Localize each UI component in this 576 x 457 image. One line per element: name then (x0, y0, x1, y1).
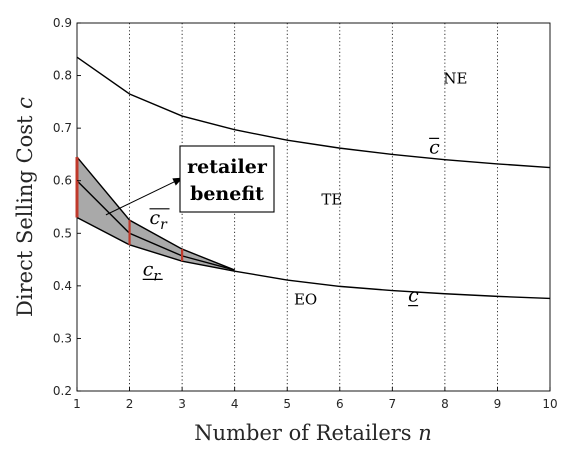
curve-label-c_upper: c (429, 136, 440, 158)
curve-label-text: cr (150, 207, 169, 233)
x-tick-label-8: 8 (441, 397, 449, 411)
y-tick-label-0.4: 0.4 (53, 279, 72, 293)
x-axis-title: Number of Retailers n (194, 421, 432, 445)
curve-label-text: cr (143, 258, 162, 284)
plot-area (76, 22, 551, 392)
y-tick-label-0.2: 0.2 (53, 384, 72, 398)
x-tick-label-3: 3 (178, 397, 186, 411)
x-tick-label-1: 1 (73, 397, 81, 411)
x-tick-label-9: 9 (494, 397, 502, 411)
y-axis-title: Direct Selling Cost c (13, 97, 37, 317)
annotation-arrow (105, 177, 184, 216)
series-line-c_lower (234, 270, 551, 300)
x-tick-label-6: 6 (336, 397, 344, 411)
y-axis-ticks: 0.2 0.3 0.4 0.5 0.6 0.7 0.8 0.9 (53, 16, 81, 398)
series-line-c_upper (76, 56, 551, 169)
x-tick-label-2: 2 (126, 397, 134, 411)
region-labels: NE TE EO (294, 69, 467, 308)
series-line-c_r_lower (76, 216, 235, 272)
annotation-line-2: benefit (190, 183, 264, 205)
curve-label-c_r_upper: cr (149, 207, 170, 233)
series-group (76, 56, 551, 300)
region-label-te: TE (321, 190, 342, 208)
y-tick-label-0.8: 0.8 (53, 69, 72, 83)
x-tick-label-7: 7 (389, 397, 397, 411)
curve-label-text: c (429, 136, 440, 158)
series-line-c_r_mid (76, 180, 235, 271)
y-tick-label-0.6: 0.6 (53, 174, 72, 188)
series-line-c_r_upper (76, 156, 235, 271)
x-tick-label-10: 10 (542, 397, 557, 411)
y-tick-label-0.9: 0.9 (53, 16, 72, 30)
annotation-box (179, 145, 275, 213)
y-tick-label-0.7: 0.7 (53, 121, 72, 135)
y-tick-label-0.5: 0.5 (53, 226, 72, 240)
x-axis-ticks: 1 2 3 4 5 6 7 8 9 10 (73, 387, 558, 411)
region-label-eo: EO (294, 290, 317, 308)
annotation-line-1: retailer (187, 156, 268, 178)
x-tick-label-4: 4 (231, 397, 239, 411)
y-tick-label-0.3: 0.3 (53, 331, 72, 345)
region-label-ne: NE (443, 69, 467, 87)
annotation: retailer benefit (105, 145, 275, 216)
red-segments (75, 157, 184, 262)
curve-label-text: c (408, 285, 419, 307)
curve-labels: c c cr cr (142, 136, 440, 307)
x-tick-label-5: 5 (283, 397, 291, 411)
curve-label-c_r_lower: cr (142, 258, 163, 284)
curve-label-c_lower: c (408, 285, 419, 307)
